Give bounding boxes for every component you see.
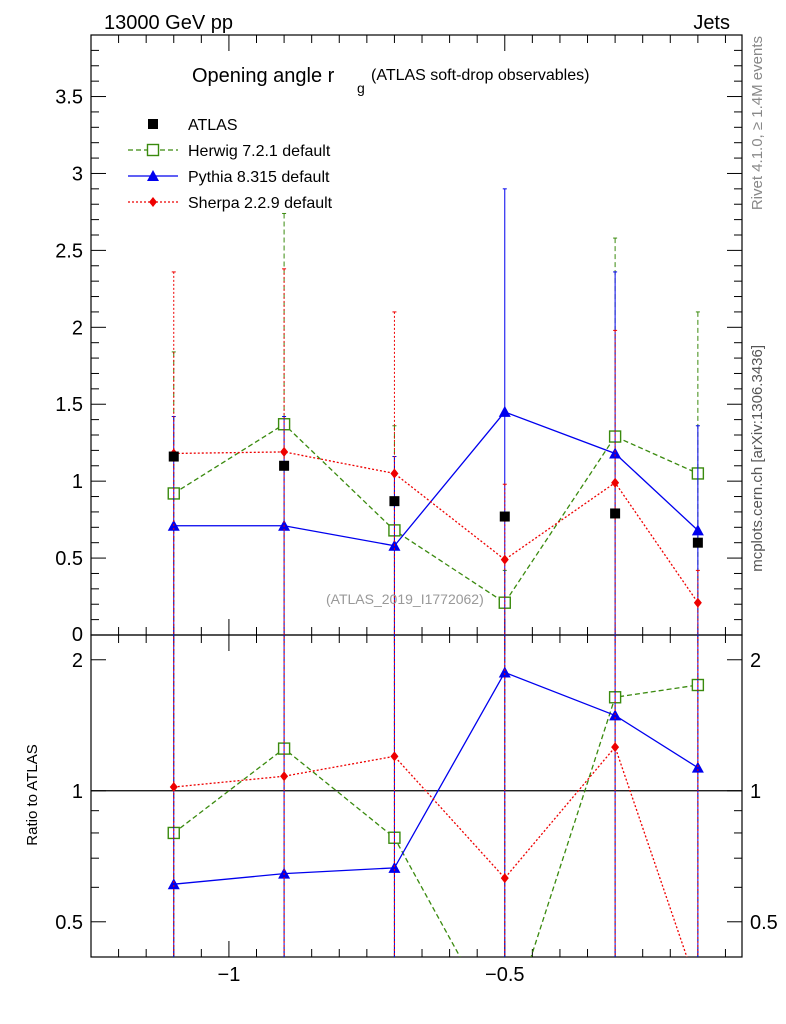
- atlas-point: [692, 537, 703, 548]
- sherpa-line: [173, 451, 699, 604]
- main-y-tick-label: 1: [72, 471, 83, 493]
- main-y-tick-label: 2.5: [55, 240, 83, 262]
- series-herwig: [167, 212, 705, 635]
- ratio-y-tick-label-right: 1: [750, 781, 761, 803]
- sherpa-ratio-line: [173, 745, 688, 957]
- energy-label: 13000 GeV pp: [104, 12, 233, 34]
- side-rivet-label: Rivet 4.1.0, ≥ 1.4M events: [749, 36, 766, 210]
- pythia-line: [173, 411, 699, 547]
- atlas-point: [499, 511, 510, 522]
- chart-title: Opening angle r: [192, 65, 335, 87]
- pythia-ratio-line: [173, 671, 699, 885]
- ratio-panel: −1 −0.5 0.5 0.5 1 1 2 2: [55, 634, 778, 986]
- ratio-y-tick-label-right: 2: [750, 650, 761, 672]
- herwig-line: [173, 423, 699, 604]
- watermark: (ATLAS_2019_I1772062): [326, 591, 484, 607]
- ratio-frame: [90, 634, 743, 958]
- ratio-y-tick-label: 2: [72, 650, 83, 672]
- sherpa-ratio-point: [390, 751, 399, 762]
- process-label: Jets: [693, 12, 730, 34]
- sherpa-ratio-point: [694, 984, 702, 994]
- pythia-ratio-point: [498, 666, 511, 678]
- atlas-point: [610, 508, 621, 519]
- chart-title-extra: (ATLAS soft-drop observables): [371, 67, 589, 84]
- atlas-point: [389, 496, 400, 507]
- legend-label-sherpa: Sherpa 2.2.9 default: [188, 195, 333, 212]
- ratio-series-herwig: [167, 635, 705, 957]
- ratio-y-axis-label: Ratio to ATLAS: [24, 744, 41, 845]
- main-y-tick-label: 0: [72, 624, 83, 646]
- legend-label-atlas: ATLAS: [188, 117, 238, 134]
- ratio-series-pythia: [167, 635, 704, 957]
- x-tick-label: −1: [218, 964, 241, 986]
- pythia-ratio-point: [691, 761, 704, 773]
- series-sherpa: [169, 268, 702, 635]
- main-y-tick-label: 3: [72, 163, 83, 185]
- sherpa-point: [280, 446, 289, 457]
- main-y-tick-label: 2: [72, 317, 83, 339]
- main-panel: 0.5 1 1.5 2 2.5 3 3.5 0: [55, 34, 743, 646]
- sherpa-ratio-point: [280, 771, 289, 782]
- pythia-ratio-point: [388, 861, 401, 873]
- atlas-point: [168, 451, 179, 462]
- sherpa-ratio-point: [169, 782, 178, 793]
- sherpa-ratio-point: [500, 873, 509, 884]
- legend-marker-sherpa: [149, 197, 157, 207]
- main-series-group: [167, 188, 705, 635]
- ratio-y-tick-label: 0.5: [55, 912, 83, 934]
- ratio-y-tick-label-right: 0.5: [750, 912, 778, 934]
- sherpa-point: [390, 468, 399, 479]
- sherpa-point: [693, 597, 702, 608]
- atlas-point: [279, 460, 290, 471]
- chart-title-subscript: g: [357, 80, 365, 96]
- main-y-tick-label: 1.5: [55, 394, 83, 416]
- legend-marker-pythia: [147, 170, 159, 181]
- sherpa-point: [500, 554, 509, 565]
- pythia-point: [691, 524, 704, 536]
- ratio-series-group: [167, 635, 705, 994]
- main-y-tick-label: 3.5: [55, 87, 83, 109]
- legend: ATLAS Herwig 7.2.1 default Pythia 8.315 de…: [128, 117, 333, 212]
- sherpa-point: [611, 477, 620, 488]
- legend-marker-herwig: [146, 143, 160, 157]
- data-marks: [167, 188, 705, 994]
- legend-label-herwig: Herwig 7.2.1 default: [188, 143, 331, 160]
- main-y-tick-label: 0.5: [55, 548, 83, 570]
- ratio-y-tick-label: 1: [72, 781, 83, 803]
- side-mcplots-label: mcplots.cern.ch [arXiv:1306.3436]: [749, 345, 766, 572]
- legend-label-pythia: Pythia 8.315 default: [188, 169, 330, 186]
- pythia-ratio-point: [167, 878, 180, 890]
- pythia-point: [498, 405, 511, 417]
- legend-marker-atlas: [148, 119, 158, 129]
- sherpa-ratio-point: [611, 742, 620, 753]
- series-atlas: [168, 451, 703, 548]
- ratio-series-sherpa: [169, 635, 702, 994]
- pythia-point: [609, 447, 622, 459]
- herwig-ratio-line: [173, 684, 698, 957]
- x-tick-label: −0.5: [485, 964, 524, 986]
- series-pythia: [167, 188, 704, 635]
